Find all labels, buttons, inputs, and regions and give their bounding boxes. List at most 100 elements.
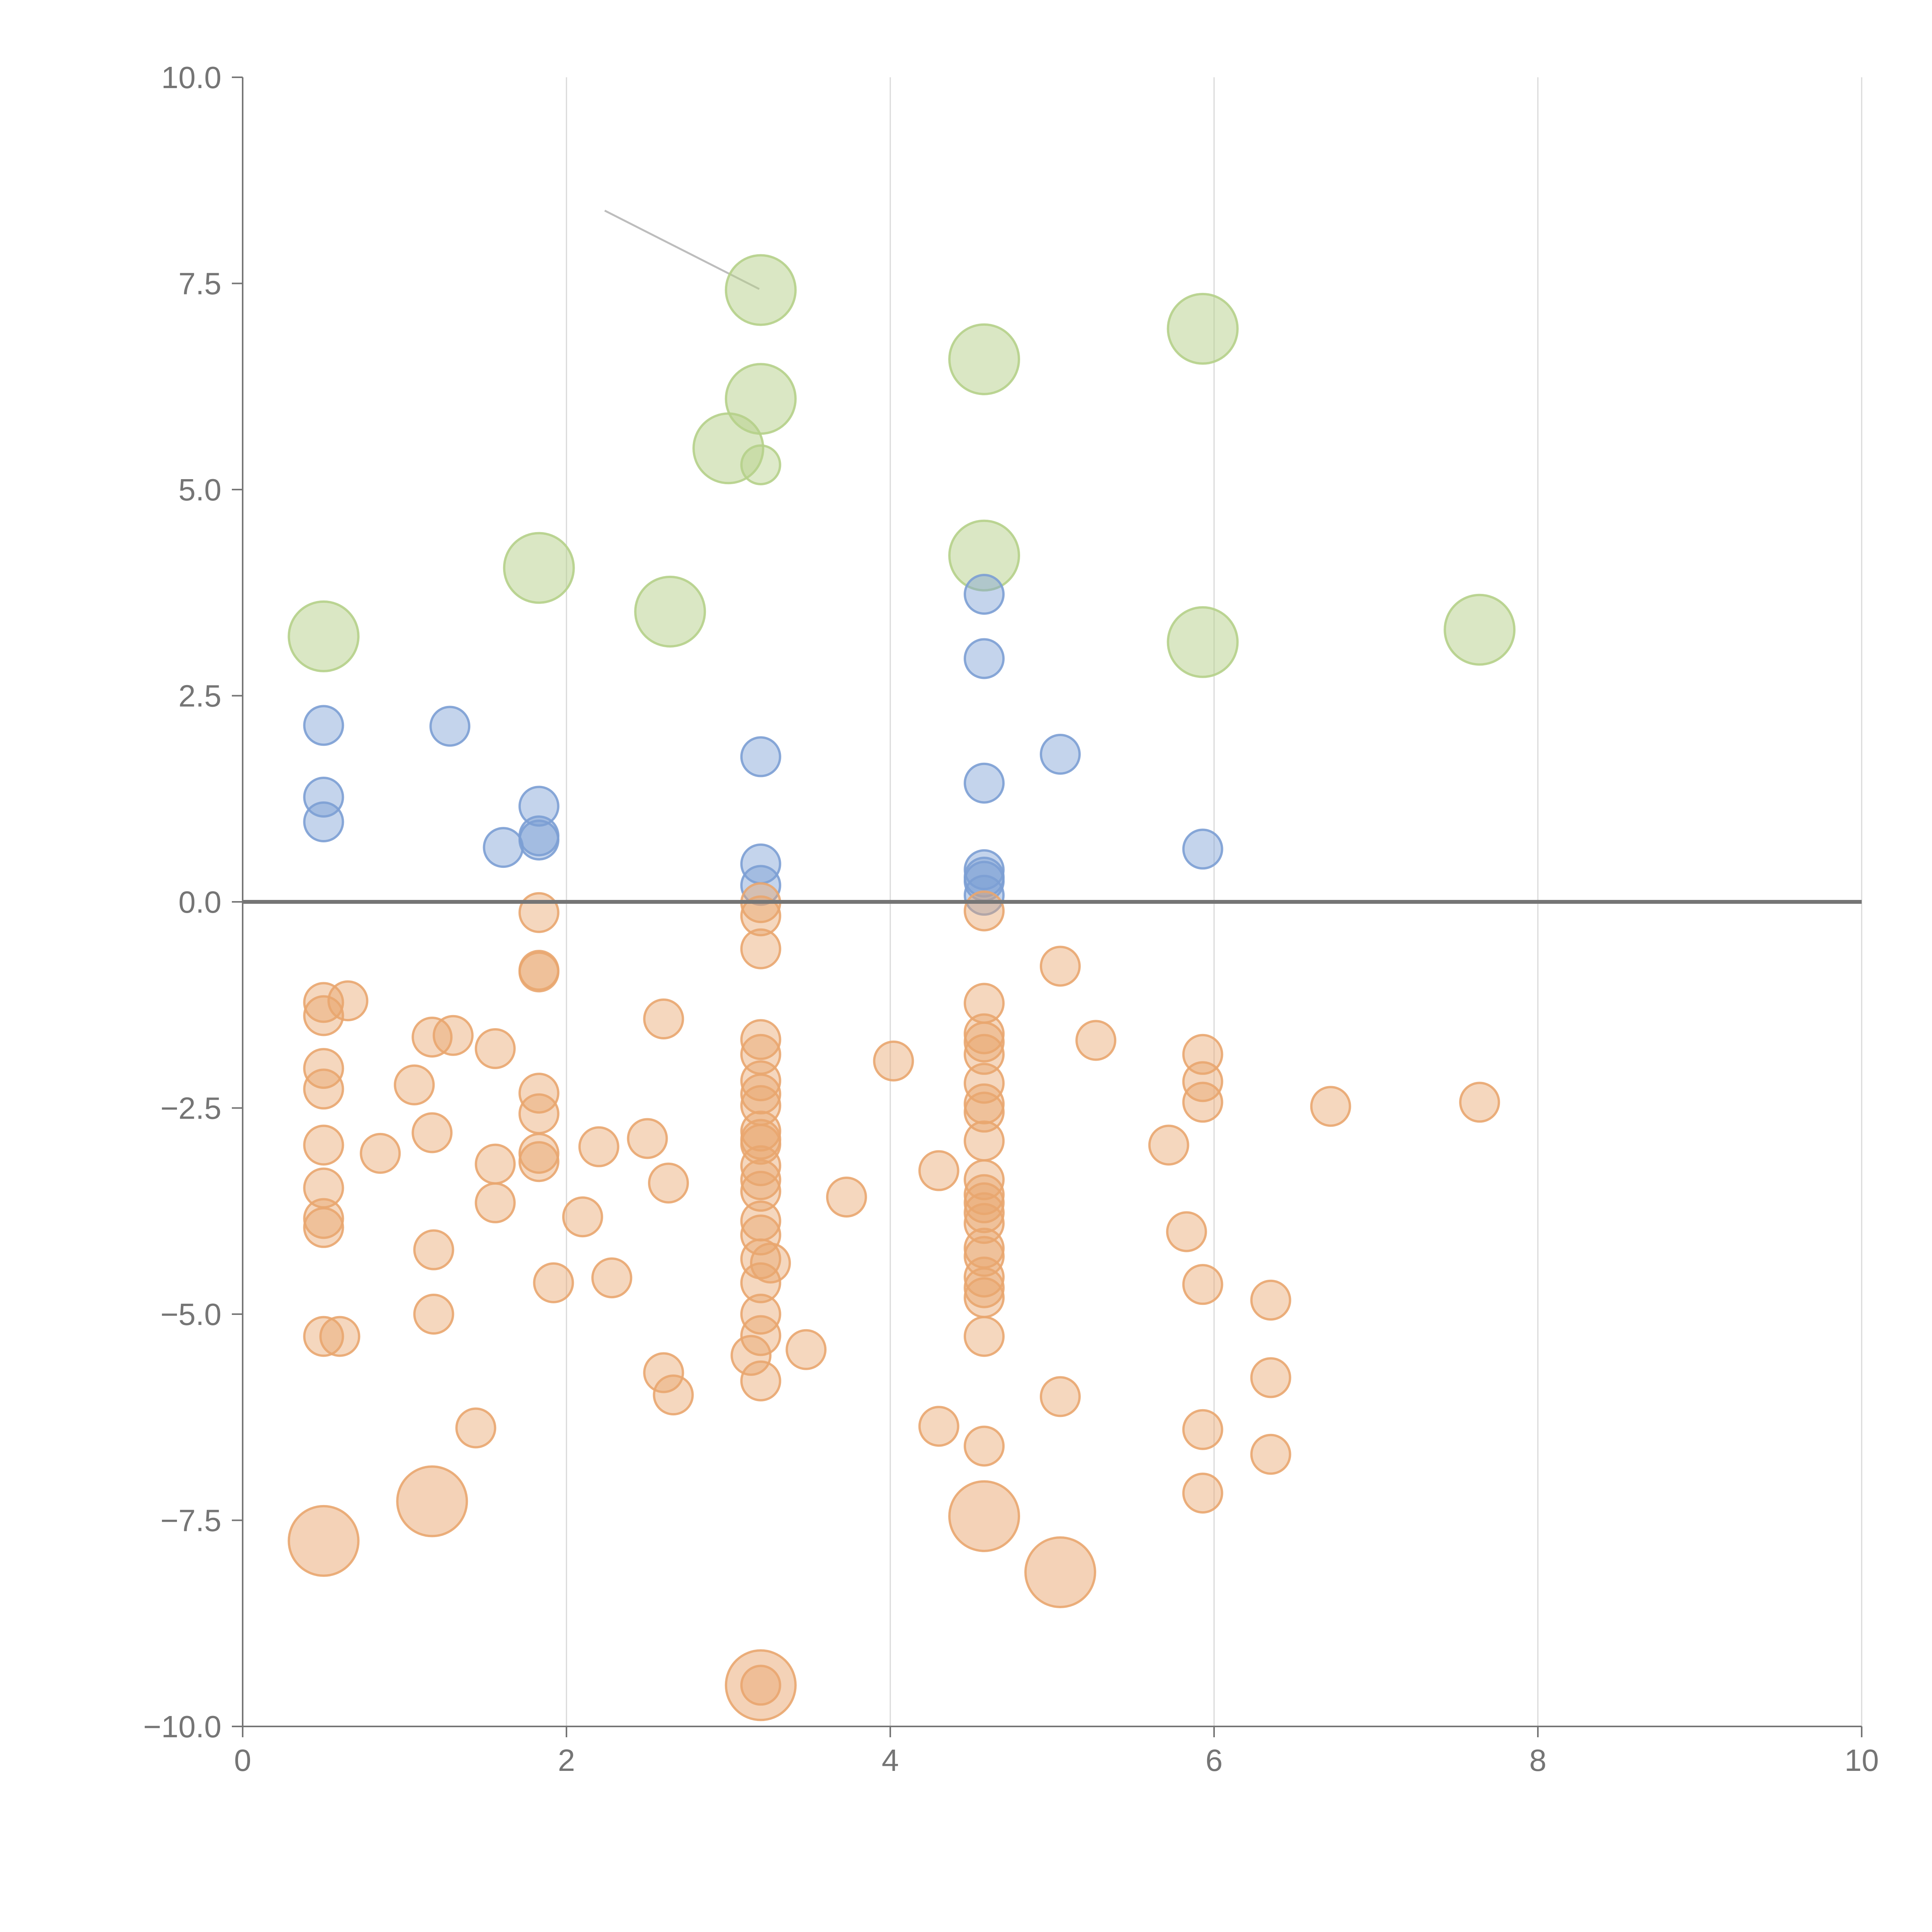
- data-point: [740, 1060, 781, 1102]
- data-point: [964, 1316, 1005, 1357]
- data-point: [1148, 1124, 1189, 1166]
- data-point: [740, 1360, 781, 1401]
- data-point: [964, 1159, 1005, 1201]
- data-point: [1444, 594, 1516, 666]
- data-point: [412, 1016, 453, 1058]
- data-point: [653, 1374, 694, 1416]
- data-point: [518, 1073, 560, 1114]
- data-point: [319, 1316, 361, 1357]
- data-point: [964, 1034, 1005, 1075]
- x-tick-label: 6: [1206, 1743, 1223, 1777]
- data-point: [518, 786, 560, 827]
- data-point: [474, 1143, 516, 1185]
- data-point: [303, 995, 344, 1036]
- data-point: [948, 323, 1020, 395]
- data-point: [287, 1505, 360, 1577]
- data-point: [396, 1465, 468, 1537]
- y-tick-label: 7.5: [179, 267, 221, 301]
- data-point: [964, 874, 1005, 916]
- data-point: [518, 892, 560, 933]
- y-tick-label: −7.5: [160, 1503, 221, 1538]
- data-point: [740, 444, 781, 485]
- data-point: [1250, 1434, 1291, 1475]
- data-point: [432, 1015, 474, 1056]
- data-point: [1182, 1264, 1223, 1305]
- annotation-leaders: [327, 209, 1481, 1575]
- data-point: [740, 1124, 781, 1165]
- data-point: [429, 706, 471, 747]
- data-point: [303, 801, 344, 843]
- data-point: [724, 1649, 797, 1721]
- data-point: [483, 827, 524, 868]
- data-point: [591, 1257, 633, 1299]
- data-point: [740, 1315, 781, 1356]
- data-point: [1250, 1357, 1291, 1398]
- data-point: [740, 1159, 781, 1201]
- data-point: [648, 1162, 689, 1204]
- data-point: [964, 1120, 1005, 1162]
- data-point: [303, 1316, 344, 1357]
- data-point: [327, 980, 369, 1022]
- y-tick-label: 5.0: [179, 473, 221, 507]
- data-point: [740, 865, 781, 906]
- y-tick-label: −5.0: [160, 1297, 221, 1332]
- data-point: [740, 1171, 781, 1212]
- data-point: [303, 1198, 344, 1239]
- data-point: [1182, 1082, 1223, 1123]
- data-point: [1459, 1082, 1500, 1123]
- data-point: [413, 1294, 454, 1335]
- data-point: [413, 1229, 454, 1270]
- data-point: [724, 363, 797, 435]
- data-point: [360, 1133, 401, 1174]
- data-point: [578, 1126, 619, 1167]
- data-point: [1182, 1473, 1223, 1514]
- data-point: [964, 1092, 1005, 1133]
- data-point: [1250, 1279, 1291, 1321]
- data-point: [1039, 1376, 1081, 1417]
- data-point: [394, 1064, 435, 1105]
- data-point: [964, 762, 1005, 804]
- data-point: [964, 1063, 1005, 1104]
- tick-labels: 10.0 7.5 5.0 2.5 0.0 −2.5 −5.0 −7.5 −10.0 0 2 4 6 8 10: [143, 60, 1879, 1777]
- data-point: [730, 1335, 772, 1376]
- data-point: [518, 819, 560, 861]
- x-tick-label: 2: [558, 1743, 575, 1777]
- data-point: [964, 574, 1005, 615]
- data-point: [643, 1352, 684, 1393]
- y-tick-label: −2.5: [160, 1091, 221, 1126]
- data-point: [948, 1480, 1020, 1552]
- data-point: [474, 1028, 516, 1069]
- data-point: [1182, 828, 1223, 870]
- data-point: [918, 1150, 959, 1191]
- data-point: [562, 1196, 603, 1238]
- data-point: [948, 519, 1020, 592]
- data-point: [303, 705, 344, 746]
- data-point: [303, 776, 344, 818]
- data-point: [1167, 293, 1239, 365]
- data-point: [643, 998, 684, 1040]
- data-point: [740, 1073, 781, 1115]
- data-point: [1167, 606, 1239, 678]
- data-point: [740, 1019, 781, 1060]
- data-point: [873, 1040, 914, 1082]
- data-point: [1039, 946, 1081, 987]
- data-point: [964, 1021, 1005, 1063]
- data-point: [918, 1406, 959, 1447]
- data-point: [750, 1242, 791, 1284]
- data-point: [1039, 734, 1081, 775]
- data-point: [740, 928, 781, 969]
- x-tick-label: 4: [882, 1743, 899, 1777]
- data-point: [518, 951, 560, 993]
- y-tick-label: −10.0: [143, 1709, 221, 1744]
- data-point: [533, 1262, 574, 1303]
- data-point: [412, 1112, 453, 1153]
- data-point: [964, 1256, 1005, 1298]
- data-point: [1166, 1211, 1207, 1252]
- data-point: [964, 1236, 1005, 1277]
- data-point: [964, 890, 1005, 932]
- data-point: [518, 1141, 560, 1182]
- data-point: [1182, 1409, 1223, 1450]
- data-point: [740, 1294, 781, 1335]
- data-point: [303, 1068, 344, 1110]
